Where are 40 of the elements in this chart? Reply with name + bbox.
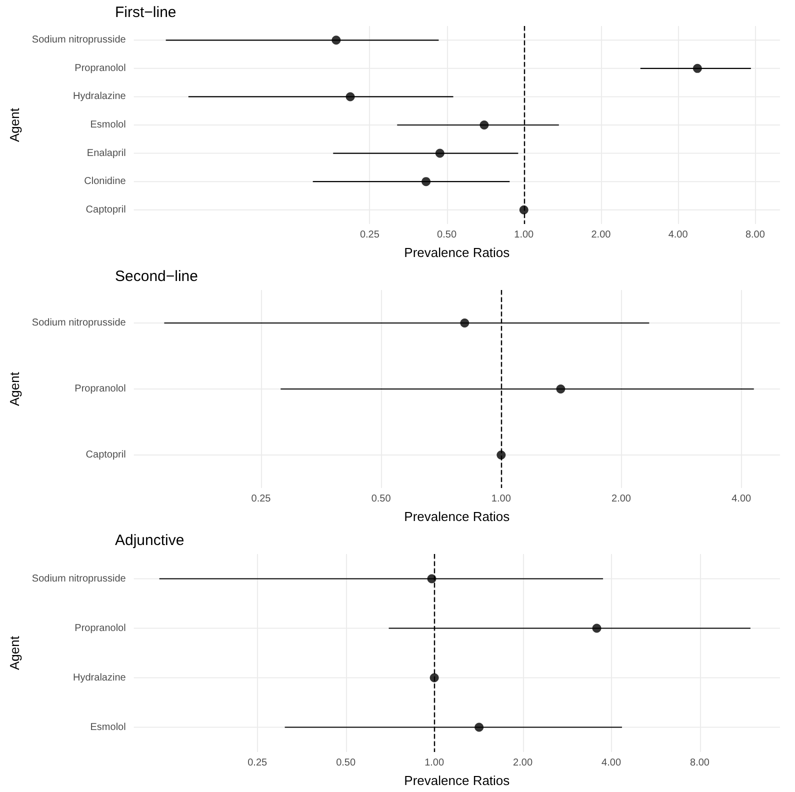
x-tick-label: 8.00 <box>690 758 710 768</box>
y-tick-label: Propranolol <box>74 622 126 634</box>
x-tick-label: 4.00 <box>602 758 622 768</box>
y-tick-label: Enalapril <box>86 148 126 159</box>
y-tick-label: Sodium nitroprusside <box>32 318 126 328</box>
y-tick-label: Propranolol <box>74 62 126 74</box>
x-axis-title: Prevalence Ratios <box>404 773 510 788</box>
x-tick-label: 0.25 <box>360 230 380 240</box>
x-tick-label: 2.00 <box>591 230 612 240</box>
y-tick-label: Sodium nitroprusside <box>32 34 126 46</box>
chart-title: Second−line <box>115 268 198 285</box>
y-tick-label: Esmolol <box>90 120 126 130</box>
y-tick-label: Clonidine <box>84 176 126 188</box>
x-tick-label: 1.00 <box>424 758 444 768</box>
x-tick-label: 0.50 <box>371 494 392 504</box>
x-tick-label: 8.00 <box>745 230 766 240</box>
chart-title: First−line <box>115 4 176 21</box>
y-tick-label: Propranolol <box>74 384 126 394</box>
x-axis-title: Prevalence Ratios <box>404 509 510 524</box>
y-tick-label: Captopril <box>86 204 126 216</box>
x-tick-label: 2.00 <box>513 758 533 768</box>
x-tick-label: 0.50 <box>437 230 457 240</box>
y-tick-label: Hydralazine <box>73 672 126 684</box>
y-axis-title: Agent <box>7 372 22 406</box>
x-tick-label: 1.00 <box>514 230 534 240</box>
chart-title: Adjunctive <box>115 532 184 549</box>
x-axis-title: Prevalence Ratios <box>404 245 510 260</box>
x-tick-label: 1.00 <box>491 494 512 504</box>
y-tick-label: Esmolol <box>90 722 126 733</box>
x-tick-label: 0.25 <box>251 494 272 504</box>
y-axis-title: Agent <box>7 108 22 142</box>
y-tick-label: Sodium nitroprusside <box>32 573 126 584</box>
x-tick-label: 0.25 <box>248 758 268 768</box>
x-tick-label: 4.00 <box>732 494 752 504</box>
y-axis-title: Agent <box>7 636 22 670</box>
x-tick-label: 0.50 <box>336 758 356 768</box>
x-tick-label: 4.00 <box>668 230 688 240</box>
y-tick-label: Hydralazine <box>73 91 126 102</box>
y-tick-label: Captopril <box>86 450 126 460</box>
x-tick-label: 2.00 <box>612 494 632 504</box>
